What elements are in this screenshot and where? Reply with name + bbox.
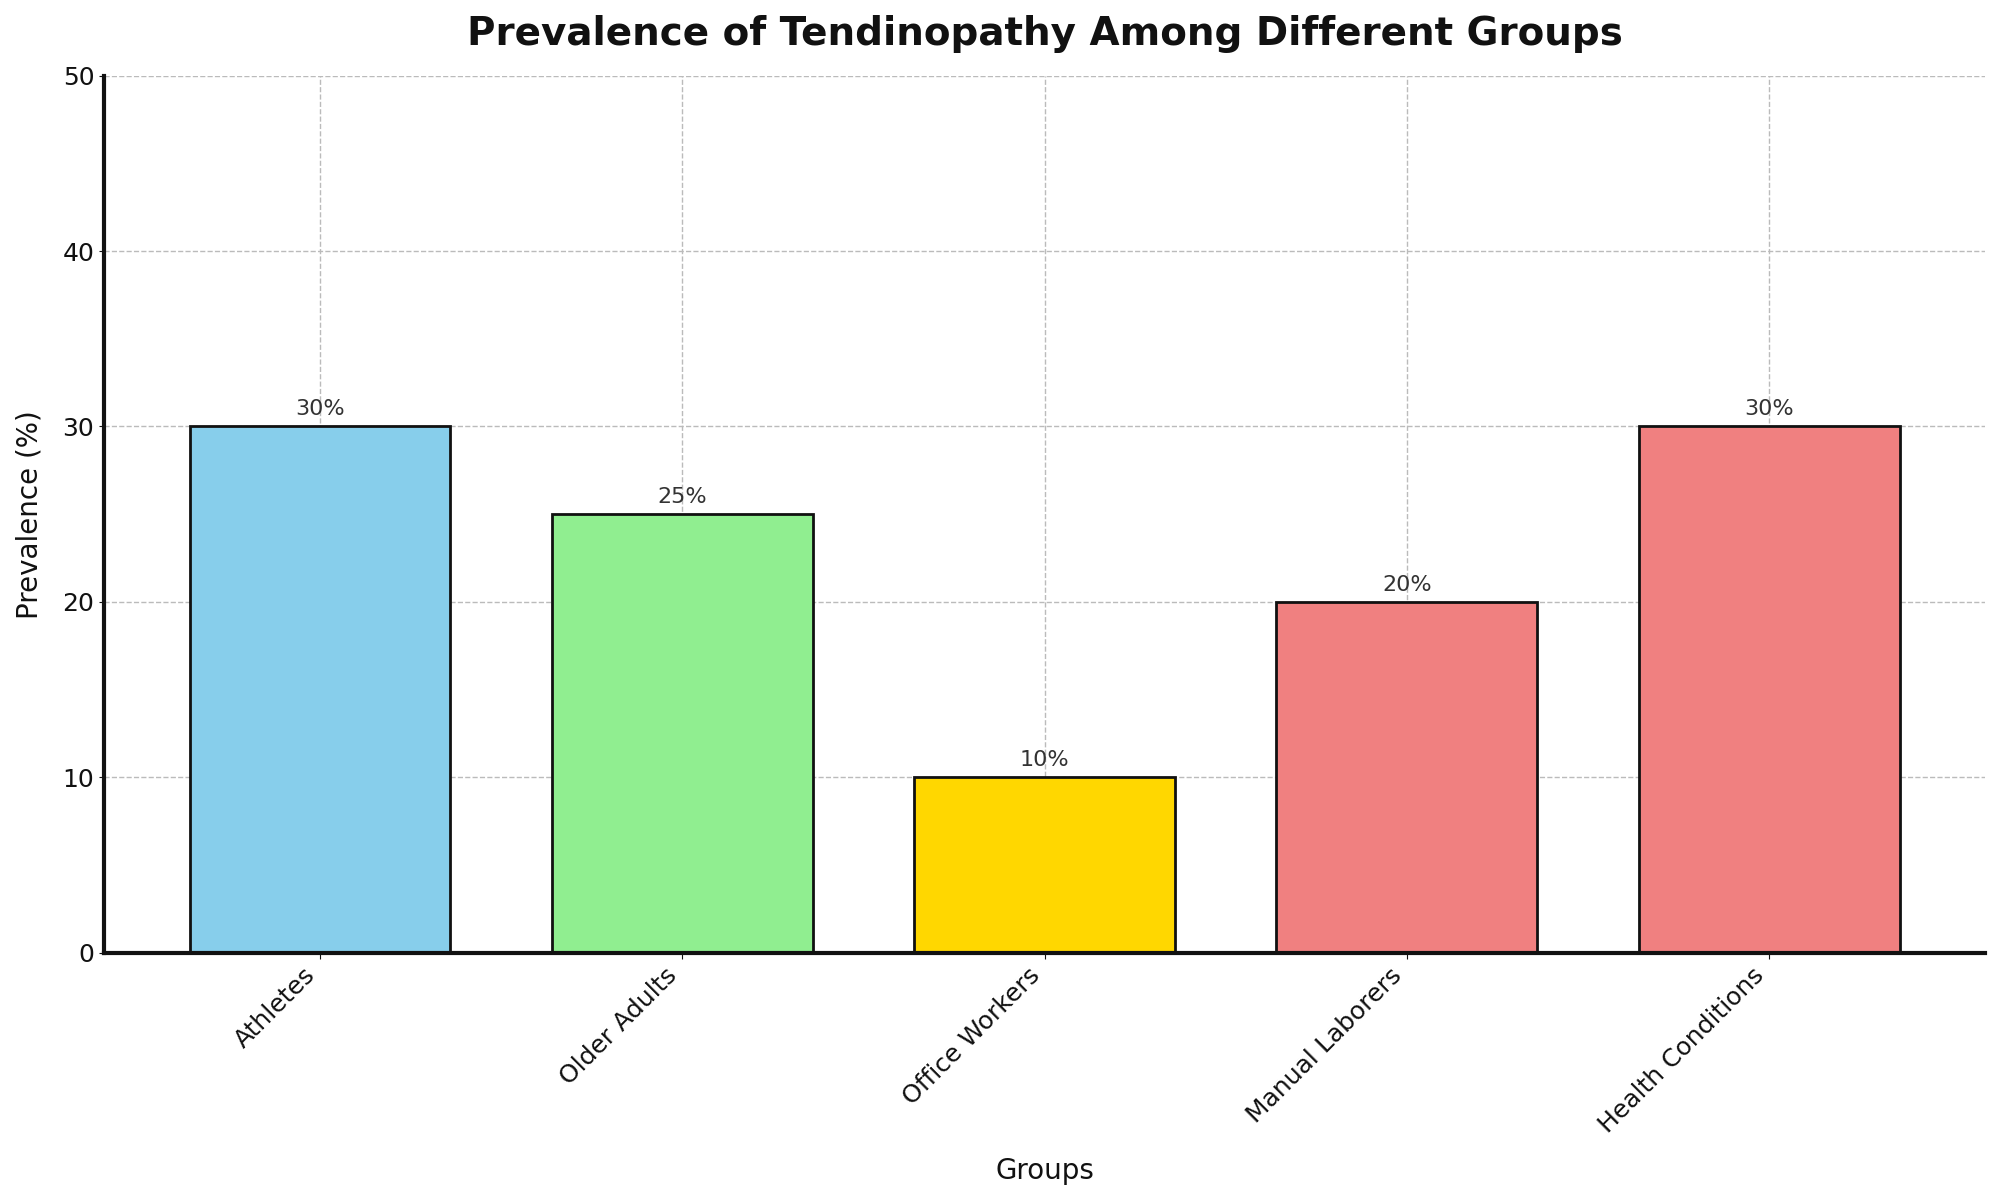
Text: 10%: 10%: [1020, 750, 1070, 770]
Text: 30%: 30%: [1744, 400, 1794, 420]
Bar: [1276, 602, 1538, 953]
Bar: [552, 514, 812, 953]
Y-axis label: Prevalence (%): Prevalence (%): [16, 410, 44, 618]
Bar: [190, 426, 450, 953]
Text: 30%: 30%: [296, 400, 344, 420]
Bar: [914, 778, 1174, 953]
Title: Prevalence of Tendinopathy Among Different Groups: Prevalence of Tendinopathy Among Differe…: [466, 14, 1622, 53]
Text: 25%: 25%: [658, 487, 708, 508]
X-axis label: Groups: Groups: [996, 1157, 1094, 1184]
Text: 20%: 20%: [1382, 575, 1432, 595]
Bar: [1638, 426, 1900, 953]
